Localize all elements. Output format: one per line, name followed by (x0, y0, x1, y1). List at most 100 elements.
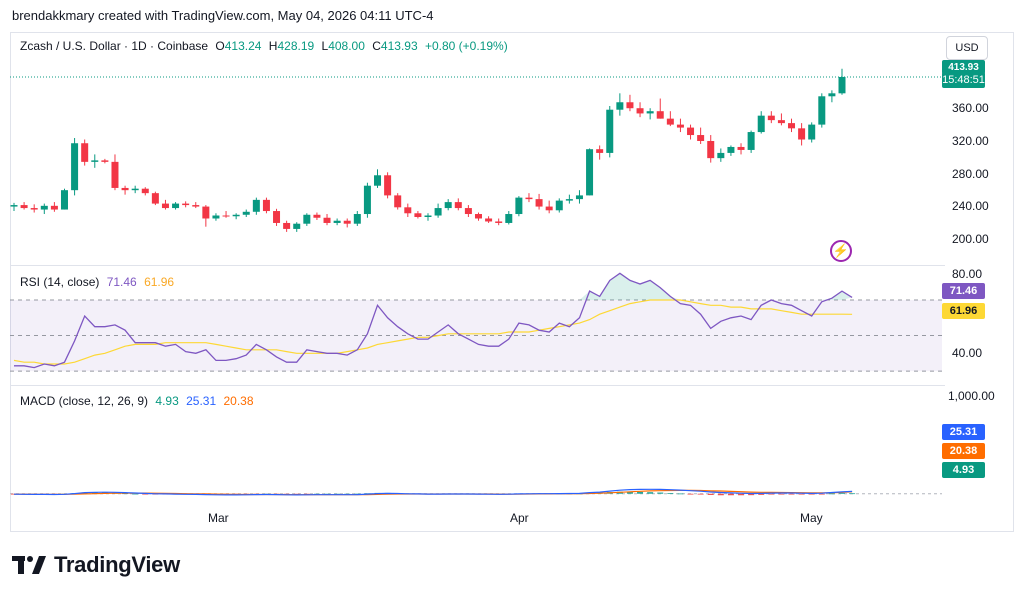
macd-hist-legend-value: 4.93 (155, 394, 179, 408)
candle-body (121, 187, 129, 191)
price-tick-200: 200.00 (952, 232, 989, 246)
candle-body (384, 175, 392, 196)
candle-body (232, 214, 240, 217)
candle-body (596, 149, 604, 153)
price-tick-320: 320.00 (952, 134, 989, 148)
candle-body (262, 199, 270, 212)
time-tick-may: May (800, 511, 823, 525)
macd-histogram-bar (707, 493, 714, 495)
candle-body (717, 152, 725, 159)
candle-body (586, 149, 594, 196)
candle-body (656, 111, 664, 119)
macd-histogram-bar (667, 493, 674, 494)
rsi-value-badge: 71.46 (942, 283, 985, 299)
macd-histogram-bar (91, 492, 98, 494)
rsi-legend: RSI (14, close) 71.46 61.96 (20, 275, 178, 289)
candle-body (343, 220, 351, 224)
symbol-title[interactable]: Zcash / U.S. Dollar · 1D · Coinbase (20, 39, 209, 53)
candle-body (50, 205, 58, 210)
time-tick-mar: Mar (208, 511, 229, 525)
candle-body (293, 223, 301, 229)
macd-line-legend-value: 25.31 (186, 394, 217, 408)
lightning-alert-icon[interactable]: ⚡ (830, 240, 852, 262)
candle-body (525, 197, 533, 200)
rsi-tick-40: 40.00 (952, 346, 983, 360)
candle-body (333, 220, 341, 223)
tradingview-logo-text: TradingView (54, 552, 180, 577)
candle-body (101, 160, 109, 162)
macd-histogram-bar (637, 491, 644, 494)
candle-body (788, 123, 796, 129)
tradingview-logo[interactable]: TradingView (12, 552, 180, 578)
candle-body (151, 193, 159, 204)
ohlc-low: L408.00 (321, 39, 365, 53)
candle-body (242, 211, 250, 215)
rsi-tick-80: 80.00 (952, 267, 983, 281)
candle-body (212, 215, 220, 219)
candle-body (182, 203, 190, 206)
price-tick-360: 360.00 (952, 101, 989, 115)
pane-separator-rsi[interactable] (10, 265, 945, 266)
candle-body (606, 109, 614, 153)
rsi-ma-legend-value: 61.96 (144, 275, 175, 289)
macd-histogram-bar (849, 493, 856, 495)
main-legend: Zcash / U.S. Dollar · 1D · Coinbase O413… (20, 39, 512, 53)
macd-histogram-bar (142, 493, 149, 495)
candle-body (111, 161, 119, 188)
rsi-legend-label[interactable]: RSI (14, close) (20, 275, 100, 289)
macd-histogram-bar (828, 493, 835, 495)
candle-body (30, 208, 38, 210)
macd-histogram-bar (647, 492, 654, 494)
candle-body (454, 202, 462, 209)
candle-body (172, 203, 180, 209)
candle-body (374, 175, 382, 186)
candle-body (666, 118, 674, 125)
macd-histogram-bar (697, 493, 704, 495)
candle-body (434, 208, 442, 216)
candle-body (363, 185, 371, 215)
candle-body (737, 146, 745, 150)
macd-histogram-bar (738, 493, 745, 496)
rsi-overbought-fill (14, 273, 853, 300)
candle-body (535, 199, 543, 207)
candle-body (192, 205, 200, 207)
ohlc-change: +0.80 (+0.19%) (424, 39, 508, 53)
candle-body (767, 115, 775, 121)
candle-body (464, 208, 472, 215)
price-tick-240: 240.00 (952, 199, 989, 213)
macd-histogram-bar (132, 493, 139, 495)
macd-histogram-bar (818, 493, 825, 495)
macd-signal-legend-value: 20.38 (223, 394, 254, 408)
candle-body (91, 160, 99, 162)
candle-body (303, 214, 311, 224)
macd-legend: MACD (close, 12, 26, 9) 4.93 25.31 20.38 (20, 394, 258, 408)
candle-body (697, 135, 705, 141)
candle-body (616, 102, 624, 110)
candle-body (131, 188, 139, 191)
pane-separator-macd[interactable] (10, 385, 945, 386)
candle-body (838, 76, 846, 94)
candle-body (808, 124, 816, 140)
macd-histogram-bar (717, 493, 724, 496)
macd-histogram-bar (626, 491, 633, 494)
candle-body (646, 111, 654, 114)
macd-histogram-bar (798, 493, 805, 495)
rsi-line (14, 272, 853, 369)
candle-body (495, 221, 503, 223)
macd-tick-1000: 1,000.00 (948, 389, 995, 403)
macd-hist-badge: 4.93 (942, 462, 985, 478)
candle-body (798, 128, 806, 140)
candle-body (353, 214, 361, 224)
chart-credit: brendakkmary created with TradingView.co… (12, 8, 434, 23)
candle-body (273, 211, 281, 223)
macd-histogram-bar (657, 492, 664, 494)
ohlc-close: C413.93 (372, 39, 418, 53)
rsi-ma-value-badge: 61.96 (942, 303, 985, 319)
macd-histogram-bar (748, 493, 755, 496)
price-tick-280: 280.00 (952, 167, 989, 181)
currency-button[interactable]: USD (946, 36, 988, 60)
candle-body (394, 195, 402, 208)
macd-legend-label[interactable]: MACD (close, 12, 26, 9) (20, 394, 149, 408)
candle-body (727, 146, 735, 153)
